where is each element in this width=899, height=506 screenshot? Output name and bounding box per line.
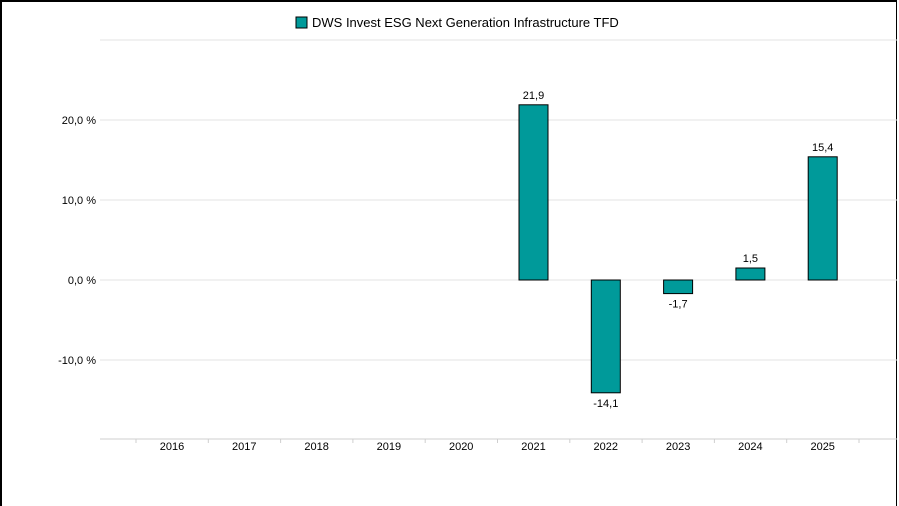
bars <box>518 104 838 394</box>
data-label-2021: 21,9 <box>523 90 544 102</box>
x-tick-label: 2016 <box>160 441 184 453</box>
bar-2022 <box>590 279 621 394</box>
x-tick-label: 2020 <box>449 441 473 453</box>
x-tick-label: 2025 <box>810 441 834 453</box>
y-tick-label: 0,0 % <box>68 275 96 287</box>
y-tick-label: 10,0 % <box>62 195 96 207</box>
y-axis-ticks: 20,0 % 10,0 % 0,0 % -10,0 % <box>58 115 96 367</box>
y-tick-label: 20,0 % <box>62 115 96 127</box>
data-label-2023: -1,7 <box>669 299 688 311</box>
x-tick-label: 2019 <box>377 441 401 453</box>
legend-swatch <box>295 16 308 29</box>
data-label-2022: -14,1 <box>593 398 618 410</box>
x-tick-label: 2023 <box>666 441 690 453</box>
x-tick-label: 2018 <box>304 441 328 453</box>
bar-2025 <box>807 156 838 281</box>
legend-label: DWS Invest ESG Next Generation Infrastru… <box>312 15 619 30</box>
x-tick-label: 2021 <box>521 441 545 453</box>
data-label-2024: 1,5 <box>743 253 758 265</box>
data-labels: 21,9 -14,1 -1,7 1,5 15,4 <box>523 90 834 410</box>
x-axis: 2016 2017 2018 2019 2020 2021 2022 2023 2024 2025 <box>100 438 897 453</box>
x-tick-label: 2017 <box>232 441 256 453</box>
bar-2023 <box>663 279 694 295</box>
legend: DWS Invest ESG Next Generation Infrastru… <box>295 15 619 30</box>
y-tick-label: -10,0 % <box>58 355 96 367</box>
bar-2024 <box>735 267 766 281</box>
x-tick-label: 2022 <box>594 441 618 453</box>
x-tick-label: 2024 <box>738 441 762 453</box>
data-label-2025: 15,4 <box>812 142 833 154</box>
bar-2021 <box>518 104 549 281</box>
gridlines <box>100 39 897 361</box>
